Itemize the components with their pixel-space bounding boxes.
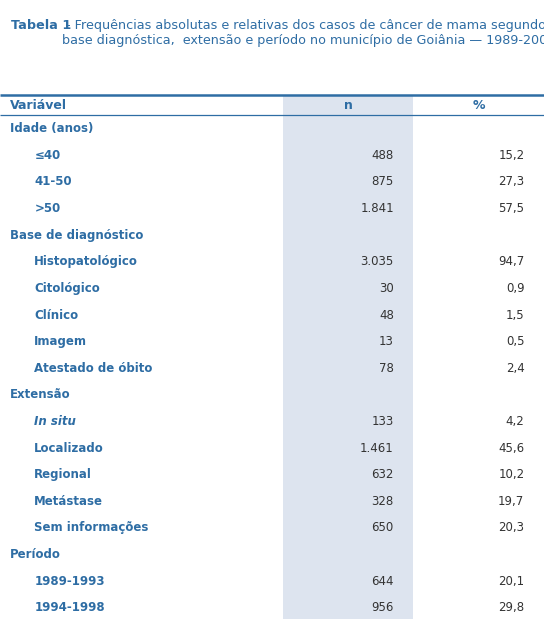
Text: 15,2: 15,2 bbox=[498, 149, 524, 162]
Text: 1.841: 1.841 bbox=[360, 202, 394, 215]
Text: ≤40: ≤40 bbox=[34, 149, 60, 162]
Text: 10,2: 10,2 bbox=[498, 468, 524, 481]
Text: Imagem: Imagem bbox=[34, 335, 87, 348]
Text: 4,2: 4,2 bbox=[506, 415, 524, 428]
Text: 1989-1993: 1989-1993 bbox=[34, 574, 105, 587]
Text: 19,7: 19,7 bbox=[498, 495, 524, 508]
Text: 20,1: 20,1 bbox=[498, 574, 524, 587]
Text: >50: >50 bbox=[34, 202, 60, 215]
Text: 45,6: 45,6 bbox=[498, 441, 524, 454]
Text: Variável: Variável bbox=[10, 100, 67, 113]
Text: 94,7: 94,7 bbox=[498, 255, 524, 268]
Text: 27,3: 27,3 bbox=[498, 175, 524, 188]
Text: Sem informações: Sem informações bbox=[34, 521, 149, 534]
Text: 30: 30 bbox=[379, 282, 394, 295]
Text: 875: 875 bbox=[372, 175, 394, 188]
Text: n: n bbox=[344, 100, 353, 113]
Text: 644: 644 bbox=[372, 574, 394, 587]
Text: Atestado de óbito: Atestado de óbito bbox=[34, 361, 153, 374]
Text: 650: 650 bbox=[372, 521, 394, 534]
Text: 0,9: 0,9 bbox=[506, 282, 524, 295]
Text: 1994-1998: 1994-1998 bbox=[34, 601, 105, 614]
Text: Extensão: Extensão bbox=[10, 388, 70, 401]
Text: 29,8: 29,8 bbox=[498, 601, 524, 614]
Text: 78: 78 bbox=[379, 361, 394, 374]
Text: Citológico: Citológico bbox=[34, 282, 100, 295]
Text: Clínico: Clínico bbox=[34, 308, 78, 321]
Text: 13: 13 bbox=[379, 335, 394, 348]
Text: 57,5: 57,5 bbox=[498, 202, 524, 215]
Text: Histopatológico: Histopatológico bbox=[34, 255, 138, 268]
Text: 20,3: 20,3 bbox=[498, 521, 524, 534]
Text: 1.461: 1.461 bbox=[360, 441, 394, 454]
Text: 1,5: 1,5 bbox=[506, 308, 524, 321]
Text: Regional: Regional bbox=[34, 468, 92, 481]
Text: Metástase: Metástase bbox=[34, 495, 103, 508]
Text: Período: Período bbox=[10, 548, 61, 561]
Text: %: % bbox=[473, 100, 485, 113]
Text: Localizado: Localizado bbox=[34, 441, 104, 454]
Text: Idade (anos): Idade (anos) bbox=[10, 122, 93, 135]
Text: 632: 632 bbox=[372, 468, 394, 481]
Text: In situ: In situ bbox=[34, 415, 76, 428]
Bar bbox=[283, 96, 413, 619]
Text: 133: 133 bbox=[372, 415, 394, 428]
Text: 48: 48 bbox=[379, 308, 394, 321]
Text: 2,4: 2,4 bbox=[506, 361, 524, 374]
Text: 0,5: 0,5 bbox=[506, 335, 524, 348]
Text: Tabela 1: Tabela 1 bbox=[11, 19, 71, 32]
Text: 3.035: 3.035 bbox=[361, 255, 394, 268]
Text: 328: 328 bbox=[372, 495, 394, 508]
Text: 41-50: 41-50 bbox=[34, 175, 72, 188]
Text: 956: 956 bbox=[372, 601, 394, 614]
Text: Base de diagnóstico: Base de diagnóstico bbox=[10, 228, 143, 241]
Text: 488: 488 bbox=[372, 149, 394, 162]
Text: - Frequências absolutas e relativas dos casos de câncer de mama segundo idade,
b: - Frequências absolutas e relativas dos … bbox=[62, 19, 544, 46]
